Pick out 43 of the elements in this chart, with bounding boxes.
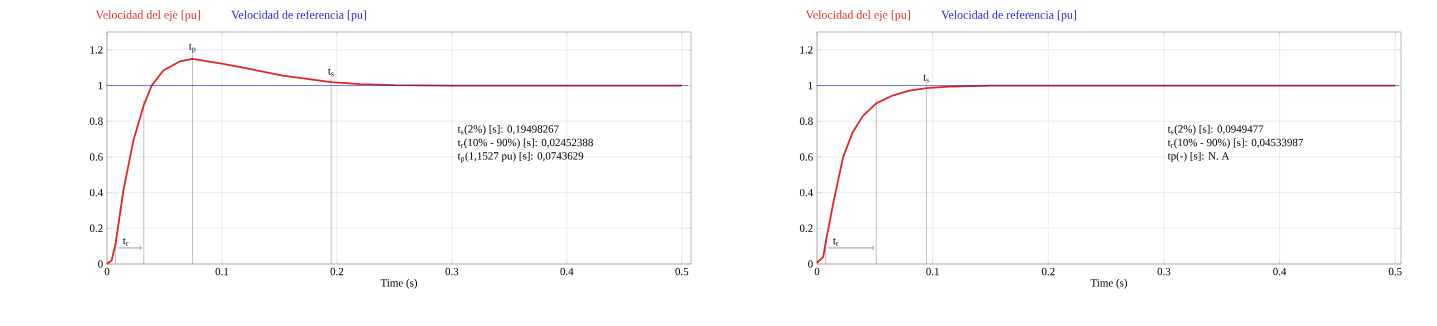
x-axis-title: Time (s) <box>380 278 418 289</box>
y-tick-label: 0.6 <box>799 153 813 161</box>
ref-line-label: t$_{p}$ <box>188 43 196 53</box>
y-tick-label: 1.2 <box>800 46 813 54</box>
text: Velocidad del eje [pu] <box>95 10 200 22</box>
x-axis-title: Time (s) <box>1090 278 1128 289</box>
annotation: t$_{s}$(2%) [s]: 0,19498267 <box>457 125 559 135</box>
x-tick-label: 0 <box>104 267 110 276</box>
text: Velocidad de referencia [pu] <box>231 10 367 22</box>
x-tick-label: 0.2 <box>1041 267 1055 276</box>
x-tick-label: 0.5 <box>1388 267 1402 276</box>
y-tick-label: 0 <box>808 260 813 268</box>
text: Velocidad de referencia [pu] <box>941 10 1077 22</box>
ref-line-label: t$_{s}$ <box>923 74 929 83</box>
annotation: t$_{r}$(10% - 90%) [s]: 0,04533987 <box>1167 138 1304 149</box>
x-tick-label: 0.3 <box>1157 267 1171 276</box>
y-tick-label: 0.2 <box>799 224 813 233</box>
y-tick-label: 0.8 <box>89 117 103 125</box>
annotation: t$_{r}$ <box>832 237 839 246</box>
y-tick-label: 0.6 <box>89 153 103 161</box>
annotation: t$_{s}$(2%) [s]: 0,0949477 <box>1167 125 1264 135</box>
x-tick-label: 0.1 <box>926 267 939 276</box>
x-tick-label: 0.5 <box>675 267 689 276</box>
y-tick-label: 1 <box>808 81 813 90</box>
y-tick-label: 0.8 <box>799 117 813 125</box>
x-tick-label: 0.2 <box>330 267 344 276</box>
x-tick-label: 0.4 <box>1273 267 1287 276</box>
y-tick-label: 0 <box>98 260 103 268</box>
y-tick-label: 1 <box>98 81 103 90</box>
ref-line-label: t$_{s}$ <box>328 68 334 77</box>
y-tick-label: 0.2 <box>89 224 103 233</box>
x-tick-label: 0.3 <box>445 267 459 276</box>
y-tick-label: 1.2 <box>90 46 103 54</box>
x-tick-label: 0.1 <box>215 267 229 276</box>
annotation: t$_{r}$(10% - 90%) [s]: 0,02452388 <box>457 138 593 149</box>
annotation: tp(-) [s]: N. A <box>1167 151 1230 162</box>
y-tick-label: 0.4 <box>799 188 813 197</box>
x-tick-label: 0 <box>814 267 820 276</box>
x-tick-label: 0.4 <box>560 267 574 276</box>
text: Velocidad del eje [pu] <box>805 10 910 22</box>
annotation: t$_{r}$ <box>122 237 129 246</box>
annotation: t$_{p}$(1,1527 pu) [s]: 0,0743629 <box>457 151 584 163</box>
y-tick-label: 0.4 <box>89 188 103 197</box>
